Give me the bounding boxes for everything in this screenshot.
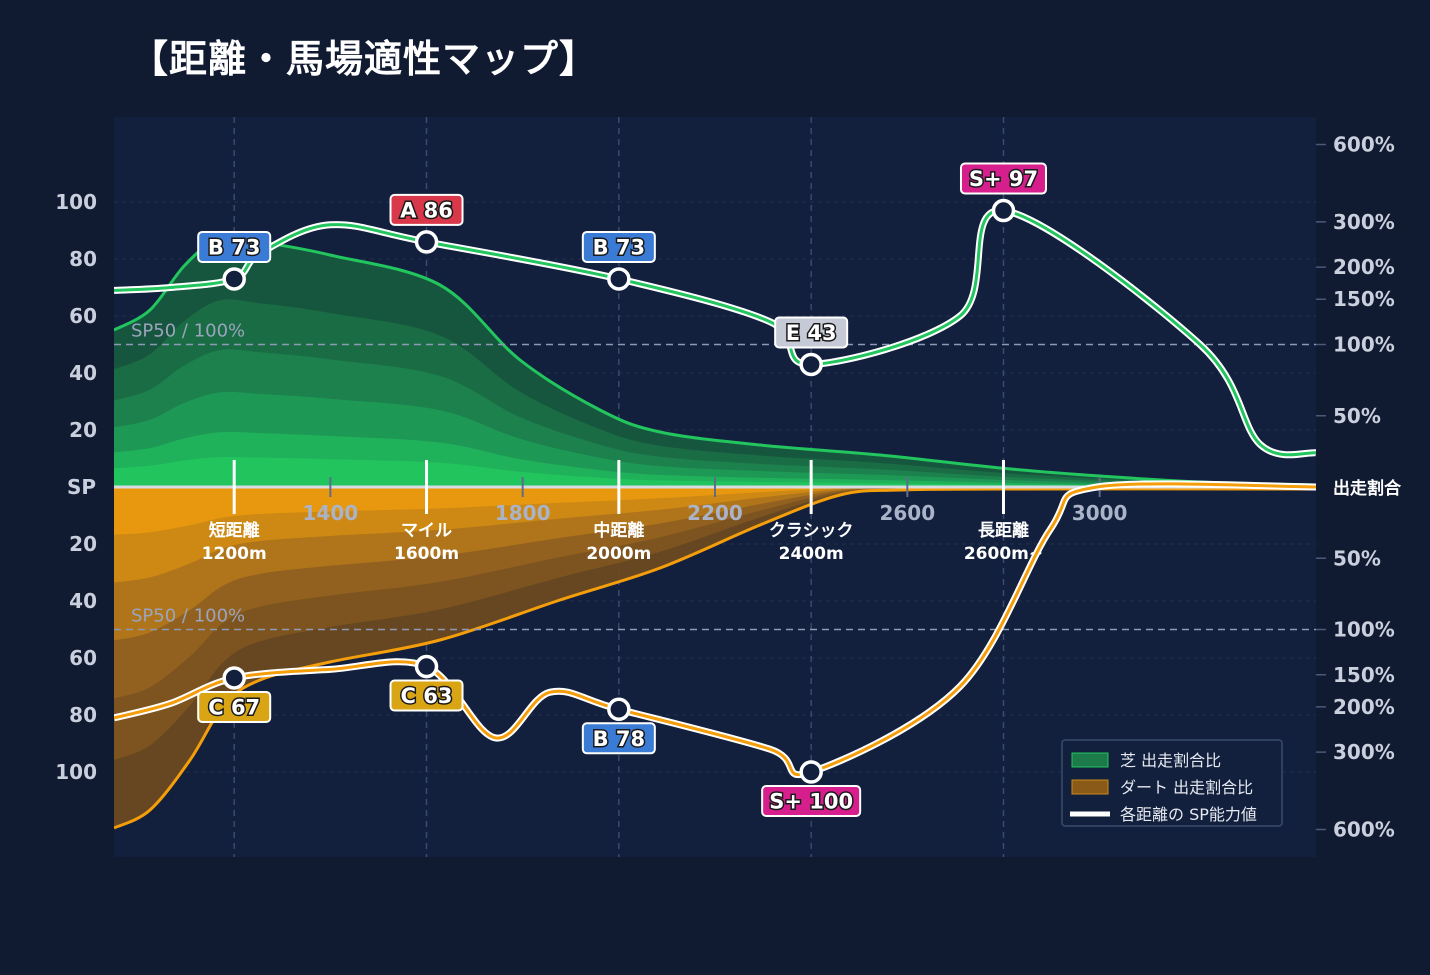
- sp-marker: [991, 198, 1016, 223]
- category-distance-label: 2000m: [586, 544, 651, 564]
- sp-marker: [222, 267, 246, 291]
- right-axis-tick-label: 100%: [1333, 333, 1395, 357]
- grade-badge: B 78: [581, 722, 656, 755]
- left-axis-tick-label: 80: [69, 247, 97, 271]
- grade-badge-label: B 78: [593, 727, 646, 751]
- legend-label: ダート 出走割合比: [1120, 778, 1253, 797]
- grade-badge-label: B 73: [593, 235, 646, 259]
- sp-marker: [414, 654, 439, 679]
- x-tick-label: 3000: [1072, 501, 1128, 525]
- right-axis-tick-label: 200%: [1333, 695, 1395, 719]
- legend-swatch: [1071, 752, 1109, 768]
- axes: SP 20 20 40 40 60 60 80 80 100 100 出走割合 600% 300% 200%…: [55, 133, 1402, 842]
- right-axis-tick-label: 300%: [1333, 740, 1395, 764]
- grade-badge-box: [581, 230, 656, 263]
- turf-area-layer: [114, 456, 1316, 487]
- category-distance-label: 1600m: [394, 544, 459, 564]
- grade-badge: B 73: [581, 230, 656, 263]
- grade-badge-box: [197, 230, 272, 263]
- right-axis-tick-label: 150%: [1333, 287, 1395, 311]
- legend-label: 各距離の SP能力値: [1120, 805, 1257, 824]
- grade-badge-box: [959, 162, 1047, 195]
- grade-badge-label: E 43: [786, 321, 837, 345]
- dirt-sp-line: [114, 482, 1316, 777]
- grade-badge-label: B 73: [208, 235, 261, 259]
- grade-badge: S+ 97: [959, 162, 1047, 195]
- left-axis-tick-label: 40: [69, 589, 97, 613]
- left-axis-tick-label: 80: [69, 703, 97, 727]
- right-axis-tick-label: 50%: [1333, 546, 1381, 570]
- dirt-area-layer: [114, 487, 1316, 583]
- grade-badge: C 63: [389, 679, 464, 712]
- grade-badge: S+ 100: [761, 785, 862, 817]
- right-axis-tick-label: 50%: [1333, 404, 1381, 428]
- sp-marker: [607, 697, 631, 722]
- right-axis-tick-label: 100%: [1333, 618, 1395, 642]
- grade-badge-label: C 67: [208, 695, 260, 719]
- legend-label: 芝 出走割合比: [1120, 751, 1221, 770]
- left-axis-tick-label: 20: [69, 532, 97, 556]
- x-tick-label: 2200: [687, 501, 743, 525]
- category-distance-label: 2400m: [779, 544, 844, 564]
- grade-badge-box: [389, 679, 464, 712]
- category-label: 短距離: [209, 520, 260, 541]
- right-axis-tick-label: 150%: [1333, 663, 1395, 687]
- right-axis-tick-label: 300%: [1333, 210, 1395, 234]
- category-label: 長距離: [978, 520, 1029, 541]
- category-distance-label: 1200m: [202, 544, 267, 564]
- category-label: 中距離: [593, 520, 644, 541]
- sp50-reference-label: SP50 / 100%: [131, 321, 245, 342]
- category-label: クラシック: [769, 521, 854, 541]
- right-axis-center-label: 出走割合: [1333, 478, 1402, 499]
- sp-markers: B 73 A 86 B 73 E 43 S+ 97 C 67 C 63 B 78 S+ 100: [197, 162, 1047, 817]
- page-title: 【距離・馬場適性マップ】: [130, 37, 599, 81]
- sp-marker: [607, 267, 631, 291]
- right-axis-tick-label: 600%: [1333, 133, 1395, 157]
- category-distance-label: 2600m~: [964, 544, 1043, 564]
- sp-marker: [799, 352, 823, 377]
- x-tick-label: 1400: [303, 501, 359, 525]
- grade-badge-label: S+ 97: [969, 167, 1038, 191]
- sp-marker: [222, 666, 246, 690]
- grade-badge: E 43: [774, 316, 849, 349]
- legend-box: [1061, 739, 1283, 827]
- left-axis-tick-label: 40: [69, 361, 97, 385]
- left-axis-tick-label: 60: [69, 304, 97, 328]
- grade-badge-box: [761, 785, 862, 817]
- grade-badge: A 86: [389, 193, 464, 226]
- reference-lines: SP50 / 100% SP50 / 100%: [114, 321, 1316, 631]
- dirt-area-outline: [114, 487, 1316, 830]
- left-axis-tick-label: 100: [55, 760, 97, 784]
- sp-marker: [414, 230, 439, 254]
- sp-marker: [799, 760, 823, 784]
- grade-badge-box: [389, 193, 464, 226]
- dirt-area-layer: [114, 487, 1316, 535]
- grade-badge-box: [197, 690, 272, 723]
- grade-badge-label: A 86: [400, 198, 453, 222]
- grade-badge-label: S+ 100: [769, 790, 853, 814]
- grade-badge: B 73: [197, 230, 272, 263]
- grade-badge-box: [581, 722, 656, 755]
- left-axis-center-label: SP: [67, 475, 96, 499]
- x-tick-label: 1800: [495, 501, 551, 525]
- sp50-reference-label: SP50 / 100%: [131, 606, 245, 627]
- grade-badge-label: C 63: [401, 684, 453, 708]
- distribution-areas: [114, 235, 1316, 830]
- right-axis-tick-label: 600%: [1333, 818, 1395, 842]
- x-tick-label: 2600: [879, 501, 935, 525]
- right-axis-tick-label: 200%: [1333, 255, 1395, 279]
- grade-badge-box: [774, 316, 849, 349]
- category-label: マイル: [401, 521, 452, 541]
- grade-badge: C 67: [197, 690, 272, 723]
- left-axis-tick-label: 100: [55, 190, 97, 214]
- legend-swatch: [1071, 779, 1109, 795]
- left-axis-tick-label: 20: [69, 418, 97, 442]
- left-axis-tick-label: 60: [69, 646, 97, 670]
